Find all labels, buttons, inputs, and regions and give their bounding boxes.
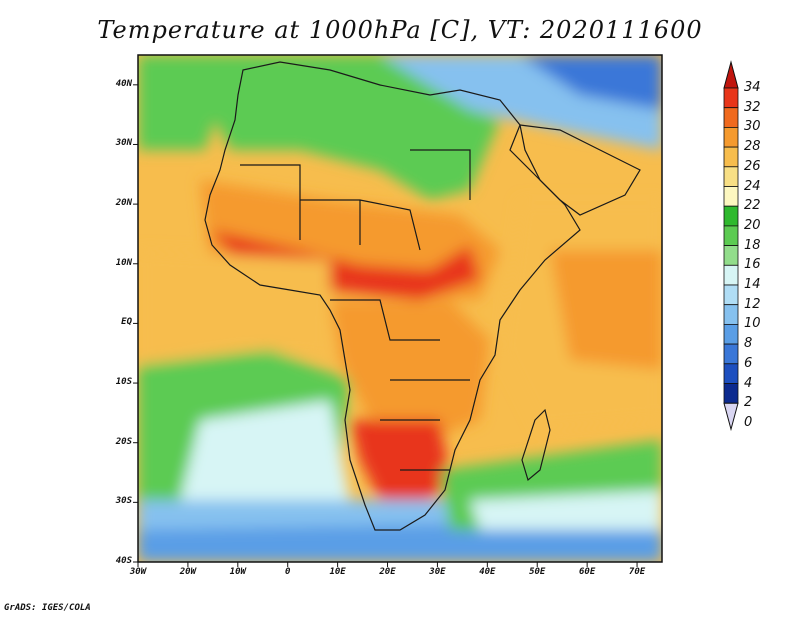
colorbar-swatch <box>723 107 739 128</box>
field-southern-deepblue <box>138 520 662 562</box>
colorbar-swatch <box>723 166 739 187</box>
lon-tick-label: 20W <box>179 567 197 577</box>
field-central-orange <box>330 300 490 440</box>
field-south-atlantic-cyan <box>180 400 350 520</box>
field-gulf-guinea <box>138 250 330 365</box>
lon-tick-label: 60E <box>579 567 596 577</box>
lat-tick-label: 30S <box>115 496 132 507</box>
field-indian-ocean-warm <box>550 250 662 370</box>
grads-credit: GrADS: IGES/COLA <box>4 603 91 613</box>
lon-tick-label: 30E <box>429 567 446 577</box>
colorbar-bottom-arrow <box>723 402 739 432</box>
colorbar-swatch <box>723 304 739 325</box>
lon-tick-label: 70E <box>628 567 646 577</box>
colorbar-swatch <box>723 87 739 109</box>
arabia-coast <box>519 124 641 216</box>
colorbar-label: 24 <box>744 178 761 194</box>
country-borders <box>240 149 471 471</box>
colorbar-label: 4 <box>744 375 753 391</box>
lon-tick-label: 20E <box>379 567 396 577</box>
colorbar-swatch <box>723 205 739 227</box>
colorbar-label: 32 <box>744 99 761 115</box>
colorbar-label: 28 <box>744 139 761 155</box>
colorbar-label: 18 <box>744 237 761 253</box>
colorbar-label: 30 <box>744 119 761 135</box>
africa-coast <box>204 61 581 531</box>
colorbar-swatch <box>723 383 739 404</box>
field-atlantic-green <box>138 95 220 150</box>
field-sahel-red <box>210 230 480 300</box>
lat-tick-label: 20S <box>115 436 132 447</box>
lon-tick-label: 10W <box>229 567 246 577</box>
colorbar-label: 10 <box>744 316 761 332</box>
lat-tick-label: 10S <box>115 377 132 388</box>
colorbar-top-arrow <box>723 60 739 89</box>
lon-tick-label: 10E <box>329 567 346 577</box>
colorbar-swatch <box>723 363 739 384</box>
map-frame <box>137 54 663 563</box>
colorbar-swatch <box>723 146 739 168</box>
colorbar-label: 12 <box>744 296 761 312</box>
field-south-red <box>350 420 450 510</box>
colorbar-label: 22 <box>744 198 761 214</box>
lat-tick-label: 10N <box>115 257 132 268</box>
madagascar-coast <box>521 408 551 482</box>
colorbar-label: 34 <box>744 80 761 95</box>
colorbar-swatch <box>723 127 739 148</box>
colorbar-label: 20 <box>744 217 761 233</box>
field-sahara-green <box>210 95 500 200</box>
colorbar-swatch <box>723 323 739 345</box>
colorbar-swatch <box>723 343 739 365</box>
colorbar <box>723 60 739 432</box>
colorbar-label: 6 <box>744 355 753 371</box>
field-northeast-deepblue <box>520 55 662 110</box>
colorbar-label: 26 <box>744 158 761 174</box>
lat-tick-label: 30N <box>115 138 132 149</box>
temperature-field <box>138 55 662 562</box>
lon-tick-label: 50E <box>529 567 546 577</box>
lat-tick-label: 20N <box>115 198 132 209</box>
field-south-indian-cyan <box>470 490 662 530</box>
colorbar-label: 2 <box>744 395 753 411</box>
colorbar-swatch <box>723 284 739 306</box>
colorbar-swatch <box>723 225 739 246</box>
axis-ticks <box>133 84 638 567</box>
lon-tick-label: 40E <box>479 567 496 577</box>
lon-tick-label: 0 <box>284 567 291 577</box>
lon-tick-label: 30W <box>129 567 147 577</box>
colorbar-label: 14 <box>744 277 761 292</box>
colorbar-label: 0 <box>744 414 753 430</box>
lat-tick-label: EQ <box>121 317 132 328</box>
colorbar-swatch <box>723 245 739 266</box>
colorbar-swatch <box>723 186 739 207</box>
coastlines <box>204 61 641 531</box>
lat-tick-label: 40N <box>115 78 132 89</box>
colorbar-swatch <box>723 264 739 286</box>
lat-tick-label: 40S <box>115 556 132 566</box>
colorbar-label: 16 <box>744 257 761 273</box>
colorbar-label: 8 <box>744 336 753 352</box>
map-title: Temperature at 1000hPa [C], VT: 20201116… <box>97 16 703 44</box>
